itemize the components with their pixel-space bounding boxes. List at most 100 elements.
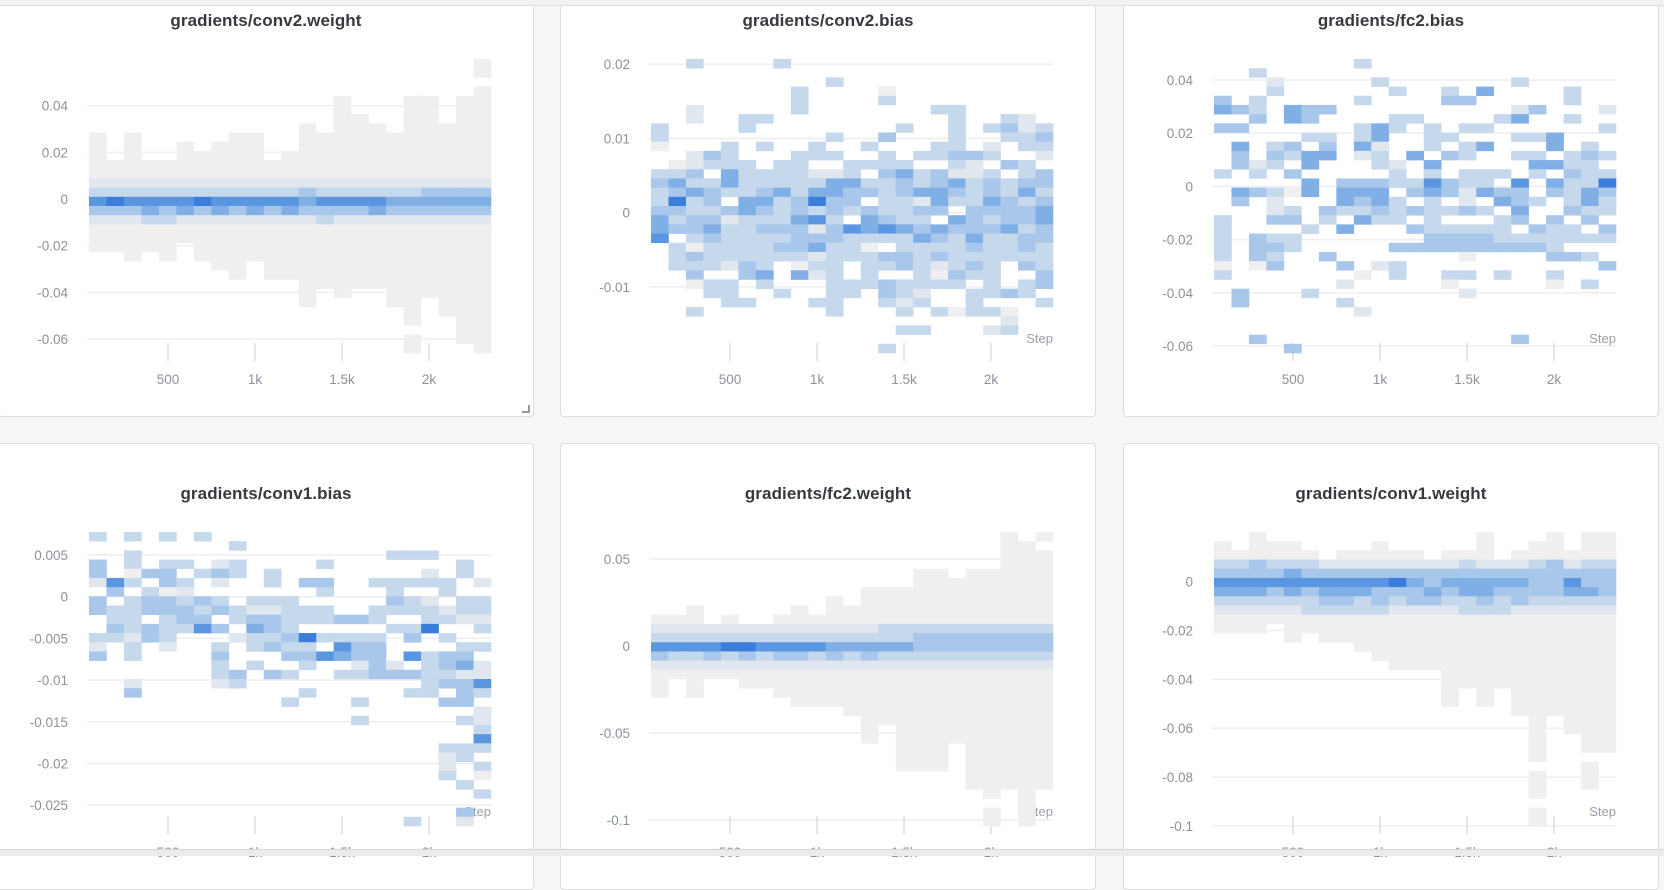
heatmap-cell — [1266, 160, 1285, 170]
heatmap-cell — [668, 187, 687, 198]
heatmap-cell — [1214, 587, 1232, 597]
heatmap-cell — [1018, 605, 1036, 615]
heatmap-cell — [1528, 743, 1547, 753]
heatmap-cell — [386, 224, 404, 234]
heatmap-cell — [1476, 541, 1494, 551]
heatmap-cell — [1598, 642, 1617, 652]
heatmap-cell — [456, 316, 474, 326]
heatmap-cell — [106, 605, 125, 615]
heatmap-cell — [1441, 688, 1459, 698]
heatmap-cell — [316, 251, 334, 262]
heatmap-cell — [228, 141, 247, 152]
heatmap-cell — [1581, 651, 1599, 661]
heatmap-cell — [720, 251, 739, 262]
heatmap-cell — [1035, 688, 1054, 698]
heatmap-cell — [860, 623, 879, 634]
heatmap-cell — [1018, 688, 1036, 698]
heatmap-cell — [1511, 550, 1529, 560]
heatmap-cell — [141, 187, 160, 198]
heatmap-cell — [948, 187, 966, 198]
heatmap-cell — [1371, 261, 1390, 271]
heatmap-cell — [351, 141, 369, 152]
heatmap-cell — [1018, 577, 1036, 588]
y-tick-label: 0 — [60, 192, 68, 207]
heatmap-cell — [738, 251, 757, 262]
heatmap-cell — [1336, 297, 1355, 308]
heatmap-cell — [965, 688, 984, 698]
heatmap-cell — [1563, 679, 1582, 689]
heatmap-cell — [1248, 169, 1267, 179]
heatmap-cell — [438, 297, 457, 308]
heatmap-cell — [651, 642, 669, 652]
heatmap-cell — [825, 270, 844, 280]
heatmap-cell — [1581, 233, 1599, 244]
heatmap-cell — [1546, 132, 1564, 142]
heatmap-cell — [403, 187, 422, 198]
heatmap-cell — [281, 261, 300, 271]
heatmap-cell — [1371, 141, 1390, 152]
heatmap-cell — [1214, 169, 1232, 179]
heatmap-cell — [176, 233, 195, 244]
heatmap-cell — [298, 660, 317, 671]
heatmap-cell — [773, 633, 792, 643]
heatmap-cell — [1476, 697, 1494, 707]
heatmap-cell — [456, 95, 474, 106]
heatmap-cell — [808, 669, 827, 680]
heatmap-cell — [720, 206, 739, 216]
heatmap-cell — [1266, 206, 1285, 216]
heatmap-cell — [1528, 132, 1547, 142]
heatmap-cell — [1493, 596, 1512, 606]
heatmap-cell — [965, 297, 984, 308]
heatmap-cell — [1301, 559, 1320, 570]
heatmap-cell — [685, 279, 704, 289]
heatmap-cell — [281, 169, 300, 179]
heatmap-cell — [983, 706, 1001, 717]
heatmap-cell — [473, 178, 492, 188]
heatmap-cell — [1528, 706, 1547, 717]
heatmap-cell — [720, 614, 739, 625]
heatmap-cell — [1563, 568, 1582, 579]
heatmap-cell — [421, 104, 439, 115]
heatmap-cell — [720, 642, 739, 652]
heatmap-cell — [1563, 187, 1582, 198]
heatmap-cell — [438, 270, 457, 280]
heatmap-cell — [456, 297, 474, 308]
y-tick-label: -0.06 — [1162, 339, 1193, 354]
heatmap-cell — [1581, 669, 1599, 680]
heatmap-cell — [473, 141, 492, 152]
heatmap-cell — [333, 261, 352, 271]
heatmap-cell — [263, 169, 282, 179]
heatmap-cell — [1441, 669, 1459, 680]
heatmap-cell — [983, 141, 1001, 152]
heatmap-cell — [913, 642, 931, 652]
heatmap-cell — [878, 596, 896, 606]
heatmap-cell — [1018, 279, 1036, 289]
heatmap-cell — [1528, 559, 1547, 570]
heatmap-cell — [1283, 596, 1302, 606]
heatmap-cell — [913, 706, 931, 717]
heatmap-cell — [755, 233, 774, 244]
heatmap-cell — [1035, 633, 1054, 643]
heatmap-cell — [176, 169, 195, 179]
heatmap-cell — [1000, 679, 1019, 689]
heatmap-cell — [211, 679, 230, 689]
heatmap-cell — [473, 623, 492, 634]
heatmap-cell — [193, 251, 212, 262]
heatmap-cell — [843, 605, 862, 615]
heatmap-cell — [878, 660, 896, 671]
heatmap-cell — [913, 261, 931, 271]
heatmap-cell — [1000, 752, 1019, 762]
heatmap-cell — [1266, 605, 1285, 615]
heatmap-cell — [228, 233, 247, 244]
heatmap-cell — [878, 160, 896, 170]
heatmap-cell — [246, 605, 265, 615]
heatmap-cell — [930, 577, 949, 588]
x-tick-label: 500 — [719, 372, 742, 387]
resize-handle-icon[interactable] — [522, 405, 530, 413]
heatmap-cell — [1035, 605, 1054, 615]
x-tick-label: 1k — [1373, 372, 1388, 387]
heatmap-cell — [983, 233, 1001, 244]
heatmap-cell — [703, 669, 722, 680]
heatmap-cell — [298, 642, 317, 652]
heatmap-cell — [1000, 206, 1019, 216]
